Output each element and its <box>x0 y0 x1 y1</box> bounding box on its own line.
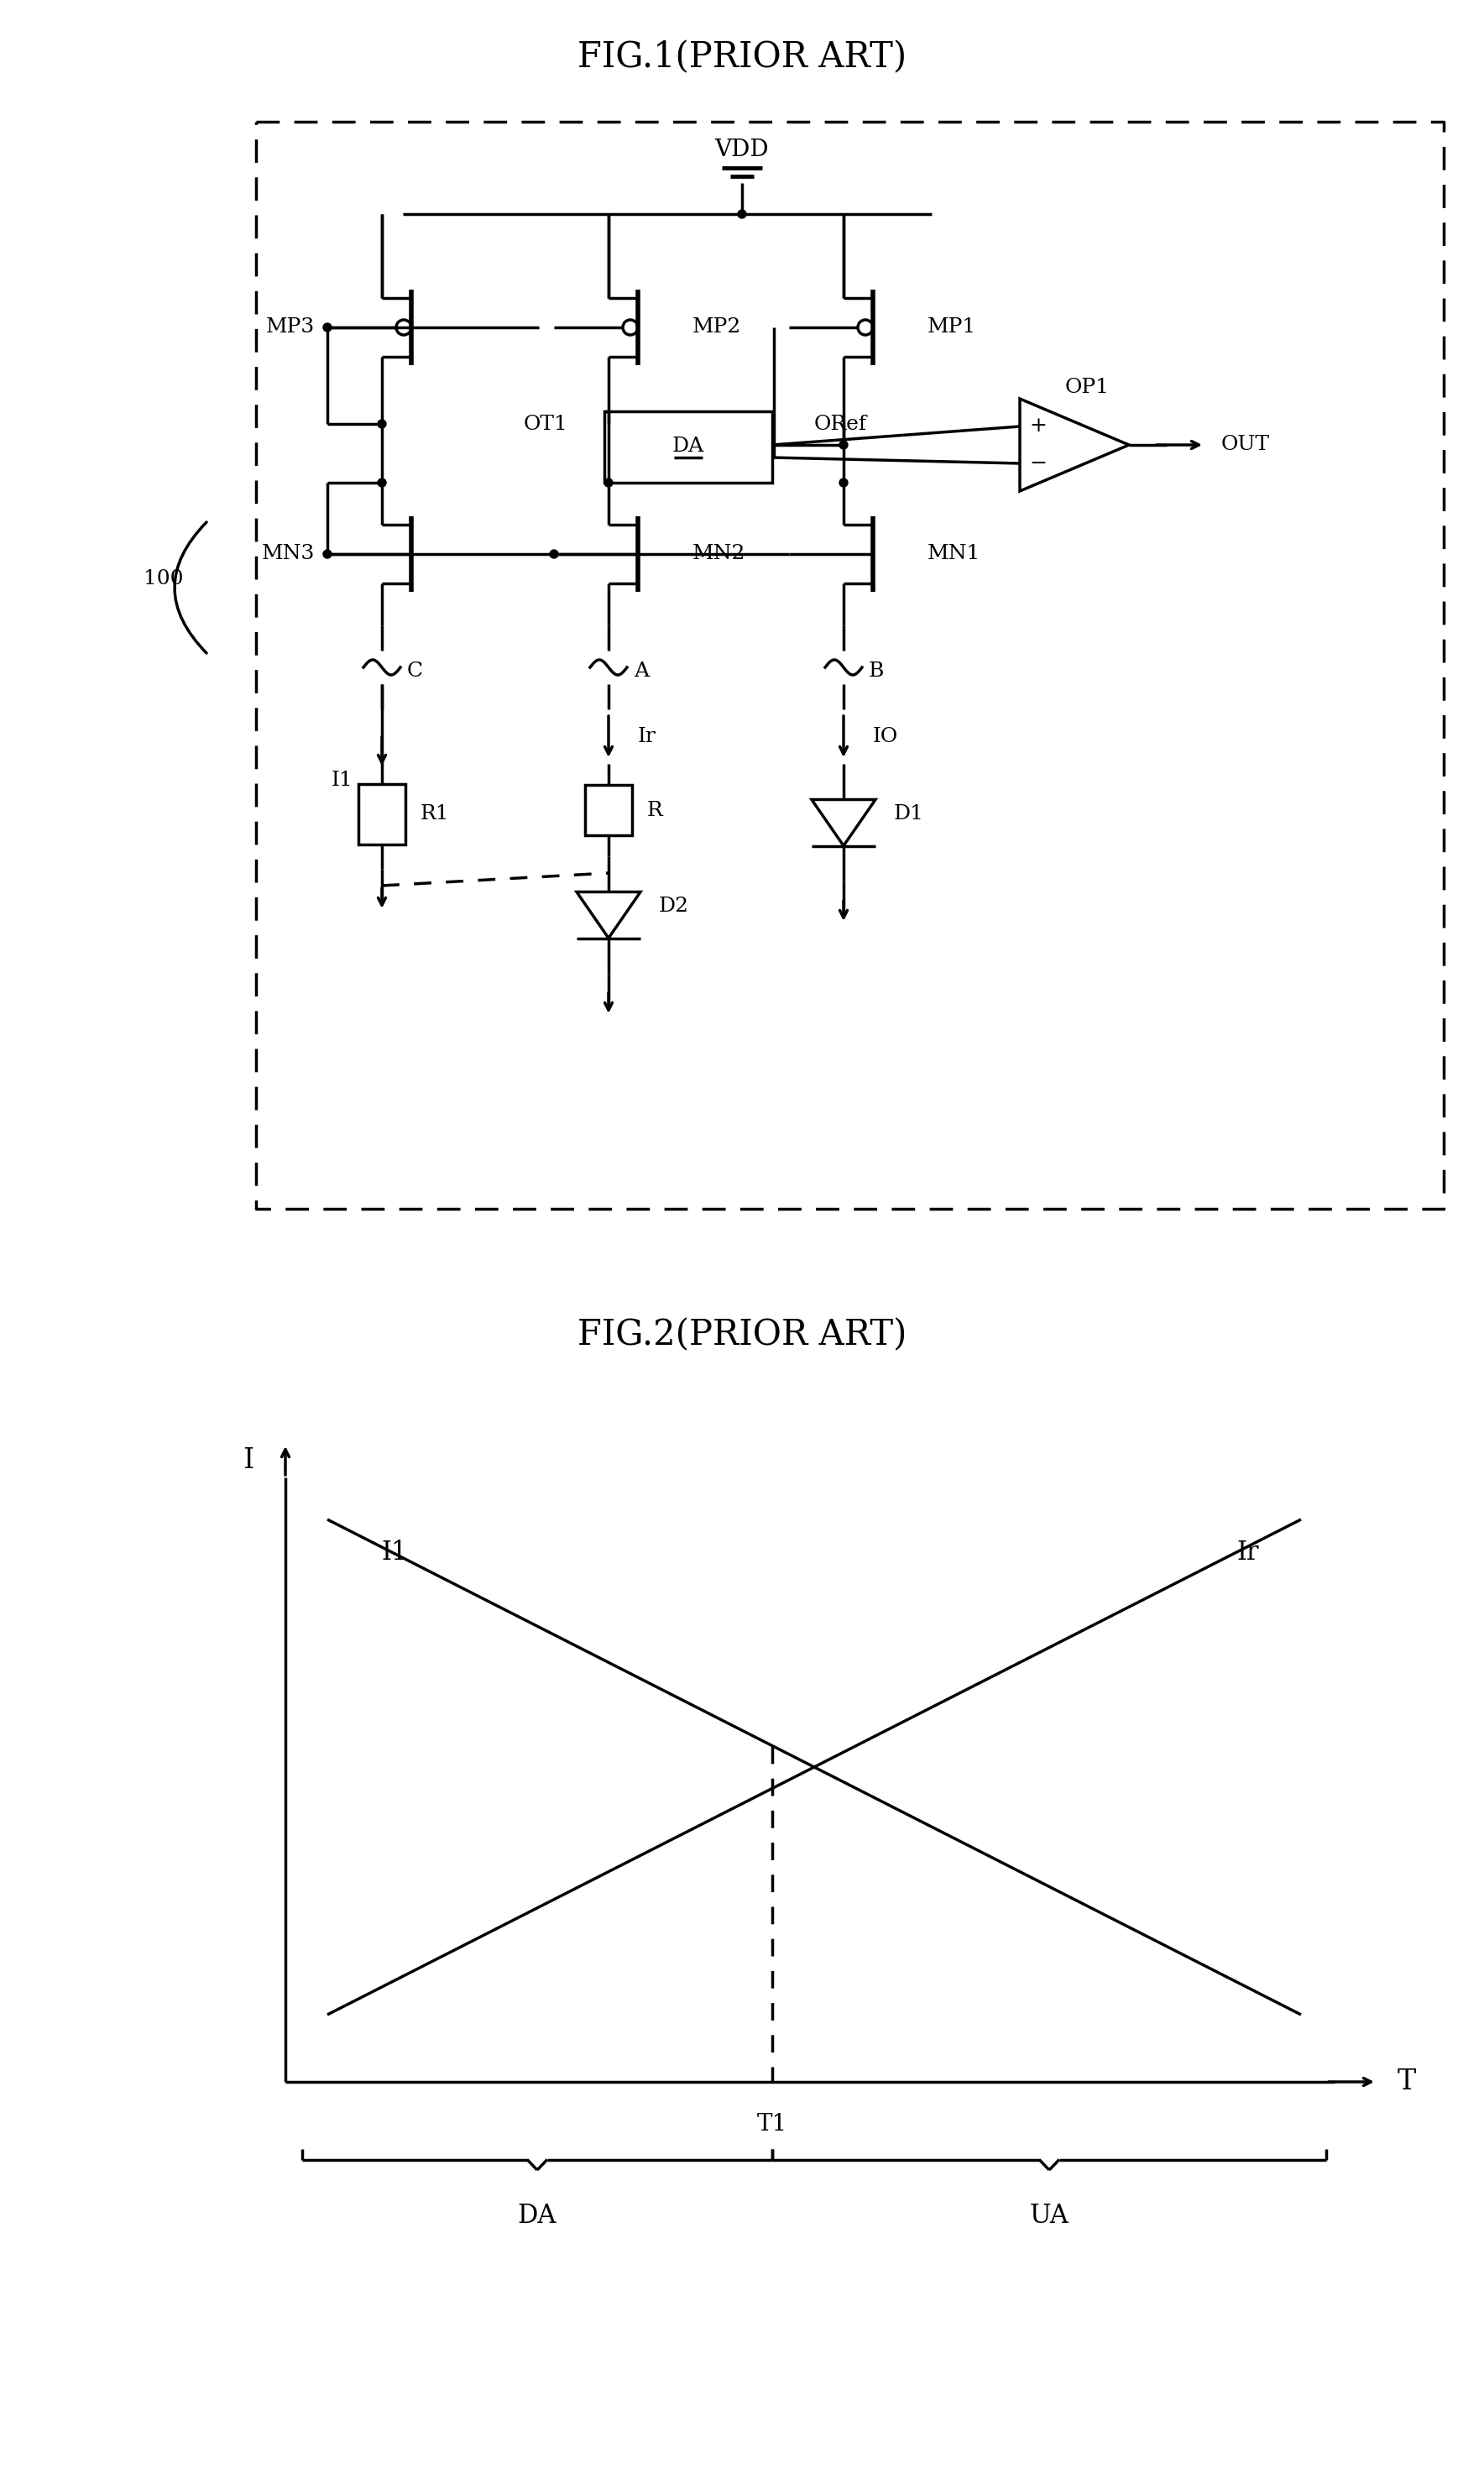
Text: I1: I1 <box>331 772 353 792</box>
Circle shape <box>324 324 331 331</box>
Text: MP1: MP1 <box>928 319 976 336</box>
Circle shape <box>840 441 847 448</box>
Text: +: + <box>1030 416 1048 436</box>
Text: MP3: MP3 <box>266 319 315 336</box>
Text: VDD: VDD <box>715 137 769 162</box>
Text: R1: R1 <box>420 804 450 824</box>
Circle shape <box>549 550 558 558</box>
Text: A: A <box>634 662 649 682</box>
Text: C: C <box>407 662 423 682</box>
Text: MN3: MN3 <box>261 545 315 563</box>
Text: MP2: MP2 <box>693 319 742 336</box>
Text: D2: D2 <box>659 896 689 916</box>
Bar <box>359 784 405 844</box>
Bar <box>585 784 632 836</box>
Text: Ir: Ir <box>1236 1541 1258 1566</box>
Text: B: B <box>868 662 884 682</box>
Text: I1: I1 <box>381 1541 408 1566</box>
Text: MN2: MN2 <box>693 545 745 563</box>
Text: FIG.2(PRIOR ART): FIG.2(PRIOR ART) <box>577 1317 907 1352</box>
Text: R: R <box>647 801 663 819</box>
Text: MN1: MN1 <box>928 545 981 563</box>
Bar <box>604 411 772 483</box>
Circle shape <box>738 209 746 219</box>
Text: I: I <box>242 1446 254 1473</box>
Text: T1: T1 <box>757 2113 788 2136</box>
Circle shape <box>324 550 331 558</box>
Text: UA: UA <box>1030 2203 1068 2230</box>
Text: OUT: OUT <box>1221 436 1270 455</box>
Text: OP1: OP1 <box>1066 378 1109 398</box>
Text: −: − <box>1030 453 1048 473</box>
Circle shape <box>378 421 386 428</box>
Text: DA: DA <box>518 2203 556 2230</box>
Circle shape <box>378 478 386 488</box>
Text: DA: DA <box>672 438 705 455</box>
Text: 100: 100 <box>144 570 184 590</box>
Text: D1: D1 <box>893 804 925 824</box>
Text: IO: IO <box>873 727 898 747</box>
Circle shape <box>604 478 613 488</box>
Text: Ir: Ir <box>638 727 656 747</box>
Text: FIG.1(PRIOR ART): FIG.1(PRIOR ART) <box>577 40 907 75</box>
Text: OT1: OT1 <box>524 413 568 433</box>
Text: ORef: ORef <box>815 413 867 433</box>
Circle shape <box>840 478 847 488</box>
Text: T: T <box>1398 2068 1416 2096</box>
